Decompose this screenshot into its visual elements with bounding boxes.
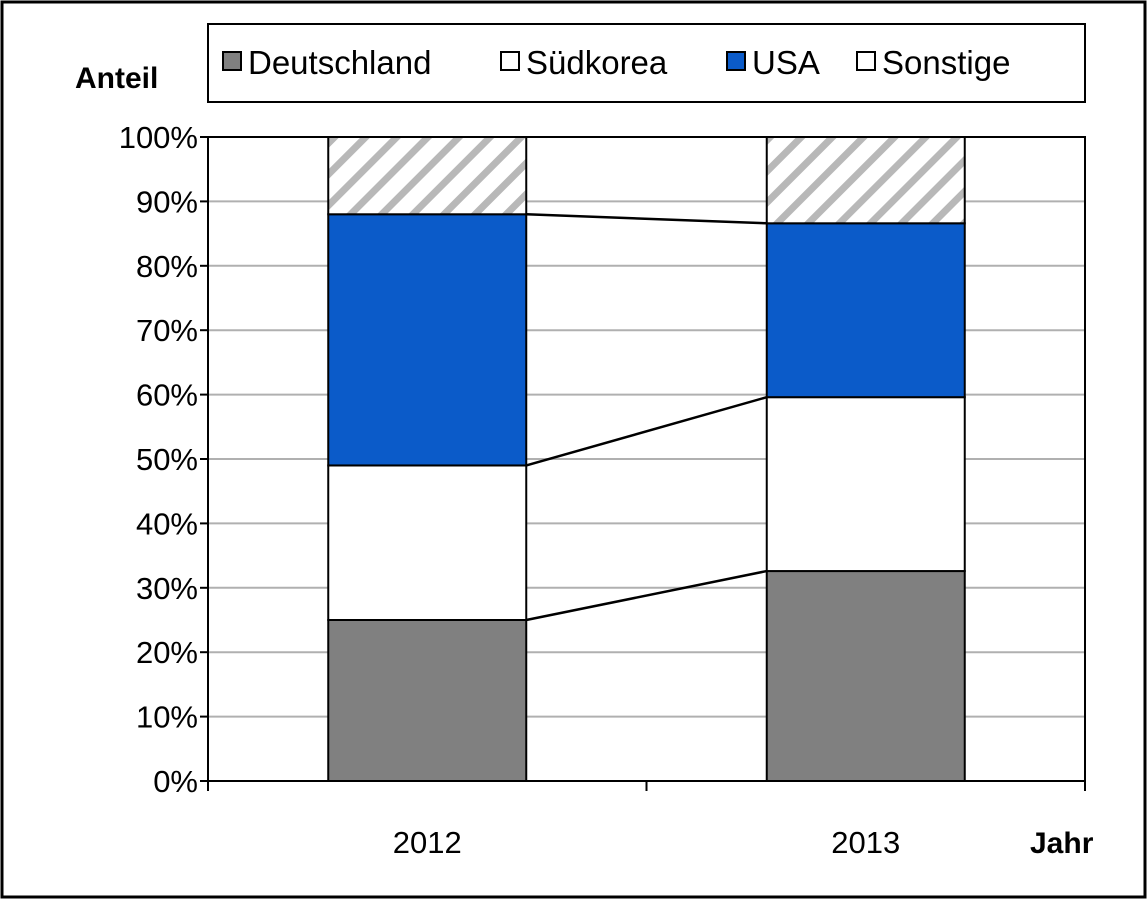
y-tick-label: 0% (153, 764, 198, 799)
bar-südkorea-2013 (765, 396, 966, 573)
x-tick-label: 2012 (393, 825, 462, 860)
legend-swatch-sonstige (856, 51, 876, 71)
legend-label-südkorea: Südkorea (526, 44, 668, 81)
y-axis-label: Anteil (75, 62, 158, 95)
y-tick-label: 10% (136, 700, 198, 735)
y-tick-label: 90% (136, 184, 198, 219)
legend: Deutschland Südkorea USA Sonstige (207, 23, 1086, 103)
series-line (526, 213, 767, 225)
x-axis-label: Jahr (1030, 827, 1094, 860)
legend-swatch-deutschland (222, 51, 242, 71)
bar-deutschland-2013 (765, 570, 966, 783)
y-tick-label: 30% (136, 571, 198, 606)
legend-swatch-usa (726, 51, 746, 71)
legend-label-sonstige: Sonstige (882, 44, 1010, 81)
legend-label-deutschland: Deutschland (248, 44, 431, 81)
series-line (526, 569, 767, 622)
bar-sonstige-2013 (765, 136, 966, 225)
bar-deutschland-2012 (327, 619, 528, 782)
y-tick-label: 70% (136, 313, 198, 348)
y-tick-label: 20% (136, 635, 198, 670)
series-line (525, 395, 768, 467)
bar-südkorea-2012 (327, 464, 528, 621)
y-tick-label: 80% (136, 249, 198, 284)
bar-usa-2013 (765, 222, 966, 399)
y-tick-label: 60% (136, 378, 198, 413)
bar-usa-2012 (327, 213, 528, 467)
x-tick-label: 2013 (831, 825, 900, 860)
y-tick-label: 100% (119, 120, 198, 155)
y-tick-label: 50% (136, 442, 198, 477)
legend-label-usa: USA (752, 44, 820, 81)
bar-sonstige-2012 (327, 136, 528, 216)
legend-swatch-südkorea (500, 51, 520, 71)
y-tick-label: 40% (136, 506, 198, 541)
